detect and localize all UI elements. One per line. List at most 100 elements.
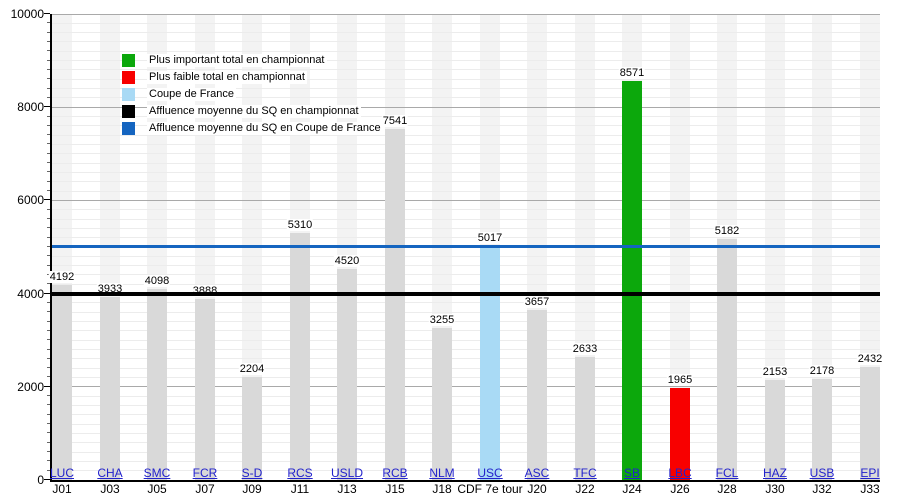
y-minor-tick: [47, 423, 50, 425]
bar-EPI: [860, 366, 880, 480]
y-axis-label: 8000: [17, 100, 44, 115]
round-label: J09: [242, 482, 262, 496]
team-link-EPI[interactable]: EPI: [860, 466, 880, 480]
y-minor-tick: [47, 413, 50, 415]
minor-gridline: [52, 265, 880, 267]
minor-gridline: [52, 404, 880, 406]
y-minor-tick: [47, 218, 50, 220]
team-link-CHA[interactable]: CHA: [97, 466, 123, 480]
avg-championship-line: [52, 292, 880, 297]
team-link-USB[interactable]: USB: [809, 466, 835, 480]
y-axis-label: 0: [37, 473, 44, 487]
y-minor-tick: [47, 40, 50, 42]
legend-label: Coupe de France: [147, 88, 236, 101]
team-link-LBC[interactable]: LBC: [668, 466, 692, 480]
bar-ASC: [527, 309, 547, 480]
bar-value-label: 5017: [476, 232, 504, 245]
y-major-tick: [44, 479, 50, 480]
minor-gridline: [52, 143, 880, 145]
y-minor-tick: [47, 87, 50, 89]
minor-gridline: [52, 330, 880, 332]
y-minor-tick: [47, 59, 50, 61]
bar-SMC: [147, 289, 167, 480]
bar-value-label: 4098: [143, 275, 171, 288]
team-link-NLM[interactable]: NLM: [429, 466, 455, 480]
round-label: J26: [670, 482, 690, 496]
legend-swatch: [122, 71, 135, 84]
team-link-ASC[interactable]: ASC: [524, 466, 550, 480]
minor-gridline: [52, 321, 880, 323]
major-gridline: [52, 199, 880, 201]
bar-value-label: 7541: [381, 114, 409, 127]
bar-HAZ: [765, 379, 785, 480]
bar-value-label: 4520: [333, 255, 361, 268]
bar-value-label: 3657: [523, 295, 551, 308]
y-minor-tick: [47, 50, 50, 52]
minor-gridline: [52, 255, 880, 257]
team-link-RCS[interactable]: RCS: [287, 466, 313, 480]
bar-FCL: [717, 238, 737, 480]
minor-gridline: [52, 237, 880, 239]
minor-gridline: [52, 88, 880, 90]
bar-value-label: 2178: [808, 364, 836, 377]
minor-gridline: [52, 209, 880, 211]
minor-gridline: [52, 116, 880, 118]
round-label: J07: [195, 482, 215, 496]
team-link-SB[interactable]: SB: [623, 466, 641, 480]
team-link-LUC[interactable]: LUC: [49, 466, 75, 480]
team-link-FCL[interactable]: FCL: [715, 466, 739, 480]
y-axis-label: 6000: [17, 193, 44, 208]
minor-gridline: [52, 227, 880, 229]
minor-gridline: [52, 460, 880, 462]
bar-LBC: [670, 388, 690, 480]
round-label: J05: [147, 482, 167, 496]
legend-swatch: [122, 122, 135, 135]
team-link-HAZ[interactable]: HAZ: [763, 466, 787, 480]
minor-gridline: [52, 190, 880, 192]
minor-gridline: [52, 153, 880, 155]
team-link-USLD[interactable]: USLD: [330, 466, 364, 480]
minor-gridline: [52, 22, 880, 24]
minor-gridline: [52, 162, 880, 164]
y-minor-tick: [47, 22, 50, 24]
minor-gridline: [52, 171, 880, 173]
team-link-RCB[interactable]: RCB: [382, 466, 408, 480]
y-minor-tick: [47, 134, 50, 136]
y-minor-tick: [47, 68, 50, 70]
team-link-SMC[interactable]: SMC: [143, 466, 171, 480]
y-minor-tick: [47, 124, 50, 126]
minor-gridline: [52, 395, 880, 397]
y-major-tick: [44, 106, 50, 108]
minor-gridline: [52, 376, 880, 378]
round-label: J30: [765, 482, 785, 496]
bar-S-D: [242, 377, 262, 480]
round-label: J18: [432, 482, 452, 496]
team-link-S-D[interactable]: S-D: [241, 466, 263, 480]
y-minor-tick: [47, 404, 50, 406]
bar-USB: [812, 378, 832, 480]
team-link-FCR[interactable]: FCR: [192, 466, 218, 480]
bar-value-label: 3933: [96, 282, 124, 295]
minor-gridline: [52, 470, 880, 472]
y-minor-tick: [47, 469, 50, 471]
minor-gridline: [52, 60, 880, 62]
bar-RCB: [385, 128, 405, 480]
y-axis-label: 2000: [17, 379, 44, 394]
round-label: J24: [622, 482, 642, 496]
team-link-USC[interactable]: USC: [477, 466, 503, 480]
y-minor-tick: [47, 273, 50, 275]
team-link-TFC[interactable]: TFC: [573, 466, 597, 480]
bar-value-label: 4192: [48, 270, 76, 283]
legend-swatch: [122, 88, 135, 101]
y-minor-tick: [47, 367, 50, 369]
bar-value-label: 1965: [666, 374, 694, 387]
legend: Plus important total en championnat Plus …: [122, 52, 383, 137]
round-label: CDF 7e tour: [457, 482, 523, 496]
round-label: J03: [100, 482, 120, 496]
round-label: J28: [717, 482, 737, 496]
legend-item: Affluence moyenne du SQ en Coupe de Fran…: [122, 120, 383, 137]
minor-gridline: [52, 339, 880, 341]
y-axis-label: 4000: [17, 286, 44, 301]
y-minor-tick: [47, 395, 50, 397]
minor-gridline: [52, 32, 880, 34]
